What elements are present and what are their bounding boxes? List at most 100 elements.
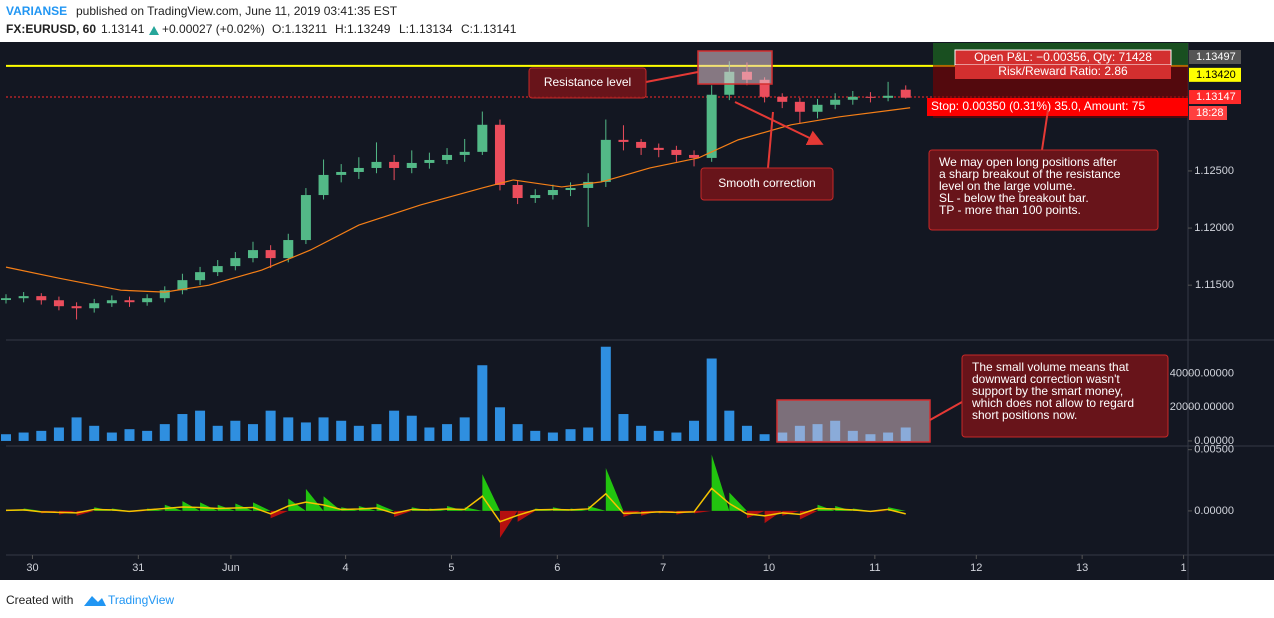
candle-body (353, 167, 364, 172)
price-tag-label: 1.13147 (1196, 91, 1236, 103)
author: VARIANSE (6, 4, 67, 18)
annotation-text: Resistance level (544, 75, 631, 89)
volume-bar (36, 430, 47, 441)
candle-body (318, 174, 329, 196)
annotation-text: a sharp breakout of the resistance (939, 167, 1121, 181)
published: published on TradingView.com, June 11, 2… (76, 4, 398, 18)
candle-body (547, 190, 558, 196)
footer-brand[interactable]: TradingView (108, 593, 174, 607)
volume-bar (1, 434, 11, 441)
oscillator-area (817, 504, 836, 511)
candle-body (847, 96, 858, 100)
volume-bar (618, 414, 629, 441)
candle-body (600, 139, 611, 182)
annotation-text: support by the smart money, (972, 384, 1123, 398)
annotation-text: Smooth correction (718, 176, 815, 190)
candle-body (247, 250, 258, 259)
y-tick-label: 1.12500 (1194, 165, 1234, 177)
candle-body (794, 101, 805, 112)
volume-bar (759, 434, 770, 441)
annotation-text: short positions now. (972, 408, 1077, 422)
candle-body (336, 171, 347, 175)
candle-body (583, 181, 594, 188)
candle-body (671, 149, 682, 155)
candle-body (865, 96, 876, 98)
oscillator-area (270, 510, 289, 519)
x-tick-label: 30 (26, 562, 38, 574)
candle-body (195, 272, 206, 281)
annotation-text: TP - more than 100 points. (939, 203, 1081, 217)
candle-body (759, 79, 770, 97)
oscillator-area (711, 454, 730, 511)
candle-body (89, 303, 100, 309)
tag-box (1189, 106, 1227, 120)
oscillator-area (782, 510, 800, 516)
x-tick-label: 13 (1076, 562, 1088, 574)
volume-bar (177, 414, 188, 441)
chart-background (0, 42, 1274, 580)
volume-bar (336, 420, 347, 441)
y-tick-label: 40000.00000 (1170, 368, 1234, 380)
x-tick-label: 1 (1181, 562, 1187, 574)
candle-body (53, 300, 64, 307)
annotation-text: The small volume means that (972, 360, 1129, 374)
close: C:1.13141 (461, 22, 517, 36)
candle-body (530, 195, 541, 199)
volume-bar (706, 358, 717, 441)
high: H:1.13249 (335, 22, 391, 36)
x-tick-label: 12 (970, 562, 982, 574)
volume-bar (195, 410, 206, 441)
highlight (776, 399, 931, 443)
annotation-box (961, 354, 1169, 438)
tag: 18:28 (1196, 107, 1224, 119)
candle-body (442, 154, 453, 160)
x-tick-label: 4 (343, 562, 349, 574)
oscillator-area (588, 506, 606, 511)
stop-box (927, 98, 1188, 116)
candle-body (124, 300, 135, 303)
volume-bar (18, 432, 29, 441)
volume-bar (230, 420, 241, 441)
volume-bar (212, 425, 223, 441)
volume-bar (442, 424, 453, 441)
footer-text: Created with (6, 593, 73, 607)
volume-bar (89, 425, 100, 441)
volume-bar (71, 417, 82, 441)
volume-bar (494, 407, 505, 441)
volume-bar (265, 410, 276, 441)
y-tick-label: 0.00000 (1194, 435, 1234, 447)
x-tick-label: Jun (222, 562, 240, 574)
tag: 1.13497 (1196, 51, 1236, 63)
volume-bar (689, 420, 700, 441)
candle-body (106, 300, 117, 304)
volume-bar (283, 417, 294, 441)
candle-body (477, 124, 488, 152)
candle-body (830, 99, 841, 105)
x-tick-label: 31 (132, 562, 144, 574)
volume-bar (512, 424, 523, 441)
volume-bar (424, 427, 435, 441)
oscillator-area (623, 510, 642, 518)
annotation-text: downward correction wasn't (972, 372, 1120, 386)
low: L:1.13134 (399, 22, 453, 36)
price-tag (1189, 67, 1241, 82)
volume-bar (724, 410, 735, 441)
candle-body (618, 139, 629, 142)
tag-box (1189, 50, 1241, 64)
annotation-box (528, 67, 647, 99)
volume-bar (106, 432, 117, 441)
x-tick-label: 11 (869, 562, 880, 574)
candle-body (371, 161, 382, 168)
candle-body (900, 89, 911, 98)
price-tag (1189, 90, 1241, 105)
volume-bar (477, 365, 488, 441)
highlight (697, 50, 773, 85)
candle-body (212, 266, 223, 273)
candle-body (706, 94, 717, 158)
oscillator-area (323, 496, 342, 511)
oscillator-area (200, 502, 218, 511)
oscillator-area (746, 510, 765, 519)
volume-bar (371, 424, 382, 441)
ratio-text: Risk/Reward Ratio: 2.86 (998, 64, 1128, 78)
candle-body (283, 240, 294, 259)
